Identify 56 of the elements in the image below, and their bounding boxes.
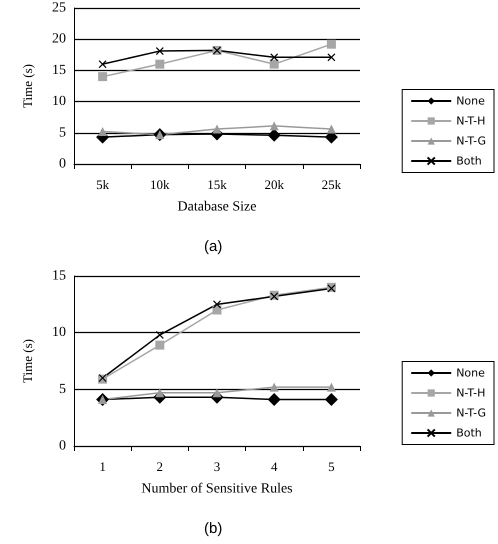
point <box>156 46 164 56</box>
legend-label: Both <box>456 426 482 440</box>
x-tick-label: 5 <box>328 459 335 474</box>
legend-label: N-T-G <box>456 406 486 420</box>
y-tick-label: 25 <box>52 0 66 16</box>
point <box>212 388 222 398</box>
x-tick-label: 20k <box>264 177 284 192</box>
x-tick-label: 1 <box>99 459 106 474</box>
legend-label: None <box>456 366 486 380</box>
point <box>326 382 336 392</box>
x-tick-label: 3 <box>214 459 220 474</box>
legend-label: N-T-H <box>456 114 486 128</box>
x-tick-label: 25k <box>322 177 342 192</box>
text: (b) <box>204 520 222 537</box>
point <box>155 340 164 350</box>
text: (a) <box>204 238 222 255</box>
x-tick-label: 5k <box>96 177 110 192</box>
point <box>98 60 107 68</box>
x-axis-title: Database Size <box>178 200 256 214</box>
y-tick-label: 0 <box>59 156 66 172</box>
point <box>212 300 222 308</box>
point <box>324 393 338 406</box>
x-axis-title: Number of Sensitive Rules <box>141 482 293 496</box>
y-axis-title: Time (s) <box>20 339 35 383</box>
point <box>212 124 222 134</box>
y-tick-label: 5 <box>59 125 66 140</box>
point <box>270 382 279 392</box>
y-axis-title: Time (s) <box>20 64 35 108</box>
legend-label: N-T-G <box>456 134 486 148</box>
point <box>268 128 281 142</box>
point <box>156 330 164 340</box>
y-tick-label: 10 <box>52 325 66 340</box>
x-tick-label: 2 <box>156 459 164 474</box>
point <box>155 60 164 69</box>
legend-label: None <box>456 94 486 108</box>
y-tick-label: 0 <box>59 438 66 454</box>
y-tick-label: 15 <box>52 268 66 284</box>
point <box>98 127 108 136</box>
point <box>327 53 336 62</box>
x-tick-label: 4 <box>270 459 278 474</box>
legend-label: N-T-H <box>456 386 486 400</box>
point <box>155 388 164 398</box>
point <box>326 40 336 49</box>
y-tick-label: 10 <box>52 94 66 110</box>
y-tick-label: 20 <box>52 32 66 47</box>
y-tick-label: 15 <box>52 62 66 78</box>
point <box>270 53 278 62</box>
legend-label: Both <box>456 154 482 168</box>
point <box>268 393 281 406</box>
x-tick-label: 15k <box>207 177 228 192</box>
y-tick-label: 5 <box>59 382 66 397</box>
point <box>270 60 279 69</box>
point <box>270 121 279 130</box>
point <box>98 72 108 82</box>
x-tick-label: 10k <box>150 177 170 192</box>
point <box>326 124 336 134</box>
